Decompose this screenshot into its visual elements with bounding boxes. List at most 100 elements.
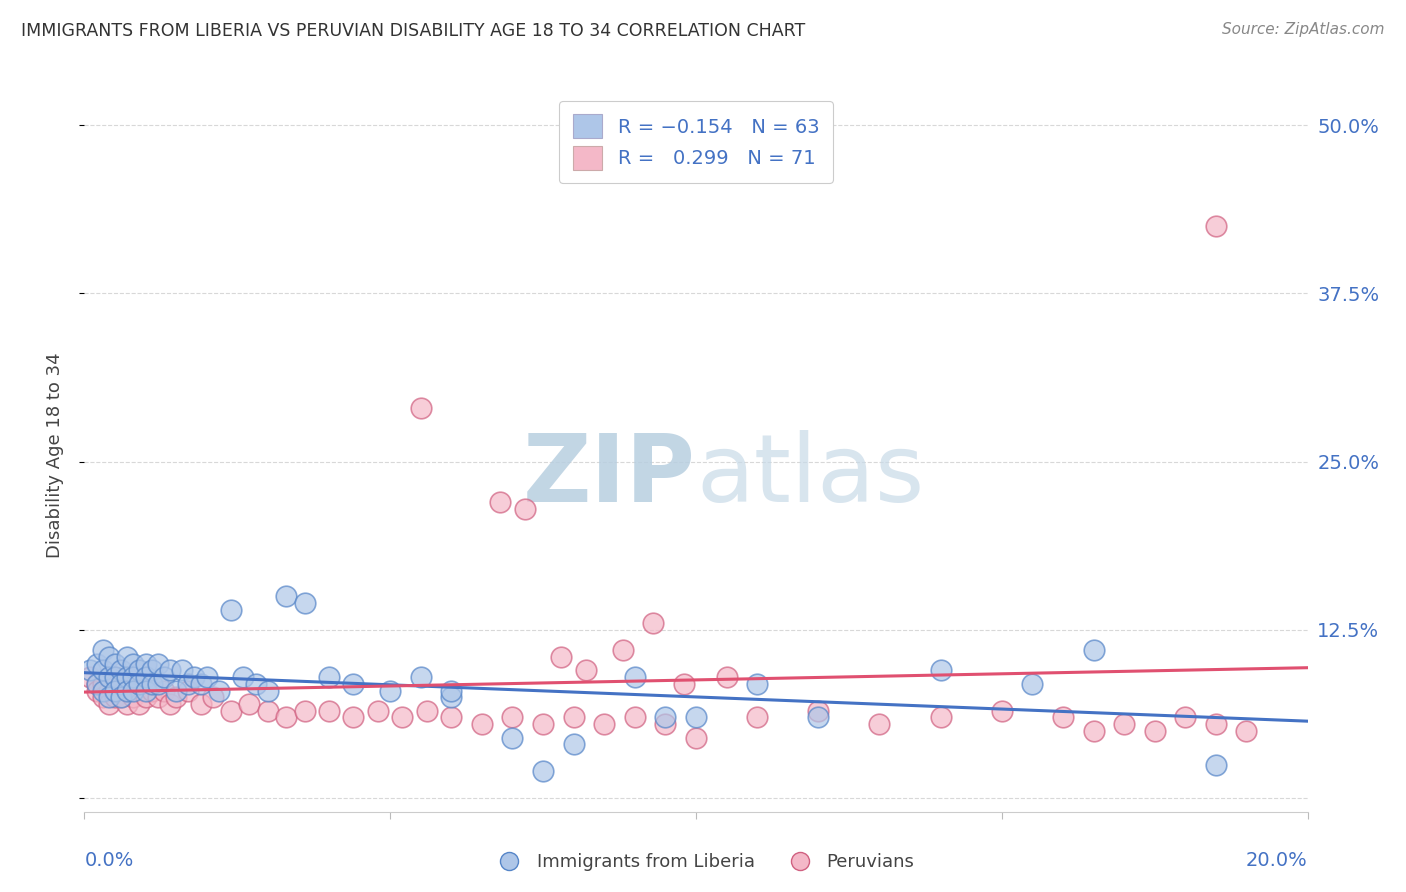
Point xyxy=(91,690,114,705)
Point xyxy=(409,670,432,684)
Point xyxy=(807,704,830,718)
Point xyxy=(141,677,163,691)
Point xyxy=(1083,723,1105,738)
Text: 20.0%: 20.0% xyxy=(1246,851,1308,870)
Point xyxy=(110,677,132,691)
Point xyxy=(115,697,138,711)
Point xyxy=(391,710,413,724)
Point xyxy=(172,664,194,678)
Point xyxy=(115,649,138,664)
Point xyxy=(91,677,114,691)
Point xyxy=(177,683,200,698)
Point xyxy=(122,683,145,698)
Point xyxy=(79,664,101,678)
Point xyxy=(245,677,267,691)
Point xyxy=(624,670,647,684)
Point xyxy=(165,683,187,698)
Y-axis label: Disability Age 18 to 34: Disability Age 18 to 34 xyxy=(45,352,63,558)
Point xyxy=(91,683,114,698)
Point xyxy=(550,649,572,664)
Point xyxy=(1114,717,1136,731)
Point xyxy=(79,670,101,684)
Point xyxy=(643,616,665,631)
Point xyxy=(593,717,616,731)
Point xyxy=(502,731,524,745)
Point xyxy=(159,697,181,711)
Point xyxy=(257,683,280,698)
Point xyxy=(1143,723,1166,738)
Point xyxy=(110,677,132,691)
Point xyxy=(232,670,254,684)
Point xyxy=(1083,643,1105,657)
Point xyxy=(471,717,494,731)
Point xyxy=(513,501,536,516)
Point xyxy=(97,670,120,684)
Point xyxy=(562,738,585,752)
Point xyxy=(257,704,280,718)
Point xyxy=(110,690,132,705)
Point xyxy=(654,710,676,724)
Point xyxy=(91,643,114,657)
Point xyxy=(1236,723,1258,738)
Point xyxy=(115,670,138,684)
Point xyxy=(440,690,463,705)
Point xyxy=(747,677,769,691)
Point xyxy=(294,704,316,718)
Point xyxy=(276,710,298,724)
Point xyxy=(97,683,120,698)
Point xyxy=(104,677,127,691)
Point xyxy=(135,683,157,698)
Point xyxy=(294,596,316,610)
Point xyxy=(929,664,952,678)
Point xyxy=(97,670,120,684)
Point xyxy=(380,683,402,698)
Point xyxy=(97,697,120,711)
Point xyxy=(440,710,463,724)
Point xyxy=(104,670,127,684)
Point xyxy=(115,683,138,698)
Point xyxy=(1205,717,1227,731)
Point xyxy=(531,717,554,731)
Text: atlas: atlas xyxy=(696,430,924,523)
Point xyxy=(97,649,120,664)
Point xyxy=(153,670,176,684)
Point xyxy=(141,683,163,698)
Point xyxy=(104,690,127,705)
Point xyxy=(183,670,205,684)
Point xyxy=(238,697,260,711)
Point xyxy=(159,664,181,678)
Point xyxy=(219,603,242,617)
Point xyxy=(122,670,145,684)
Point xyxy=(86,677,108,691)
Legend: Immigrants from Liberia, Peruvians: Immigrants from Liberia, Peruvians xyxy=(484,847,922,879)
Point xyxy=(624,710,647,724)
Point xyxy=(122,657,145,671)
Point xyxy=(190,697,212,711)
Point xyxy=(489,495,512,509)
Point xyxy=(991,704,1014,718)
Point xyxy=(342,710,364,724)
Point xyxy=(190,677,212,691)
Point xyxy=(128,664,150,678)
Point xyxy=(654,717,676,731)
Point xyxy=(869,717,891,731)
Legend: R = −0.154   N = 63, R =   0.299   N = 71: R = −0.154 N = 63, R = 0.299 N = 71 xyxy=(560,101,832,183)
Point xyxy=(612,643,634,657)
Point xyxy=(440,683,463,698)
Point xyxy=(165,690,187,705)
Point xyxy=(86,677,108,691)
Point xyxy=(110,664,132,678)
Point xyxy=(807,710,830,724)
Point xyxy=(135,677,157,691)
Point xyxy=(562,710,585,724)
Point xyxy=(128,697,150,711)
Point xyxy=(685,731,707,745)
Point xyxy=(367,704,389,718)
Point xyxy=(104,683,127,698)
Point xyxy=(747,710,769,724)
Point xyxy=(104,657,127,671)
Point xyxy=(128,677,150,691)
Text: 0.0%: 0.0% xyxy=(84,851,134,870)
Text: IMMIGRANTS FROM LIBERIA VS PERUVIAN DISABILITY AGE 18 TO 34 CORRELATION CHART: IMMIGRANTS FROM LIBERIA VS PERUVIAN DISA… xyxy=(21,22,806,40)
Point xyxy=(128,683,150,698)
